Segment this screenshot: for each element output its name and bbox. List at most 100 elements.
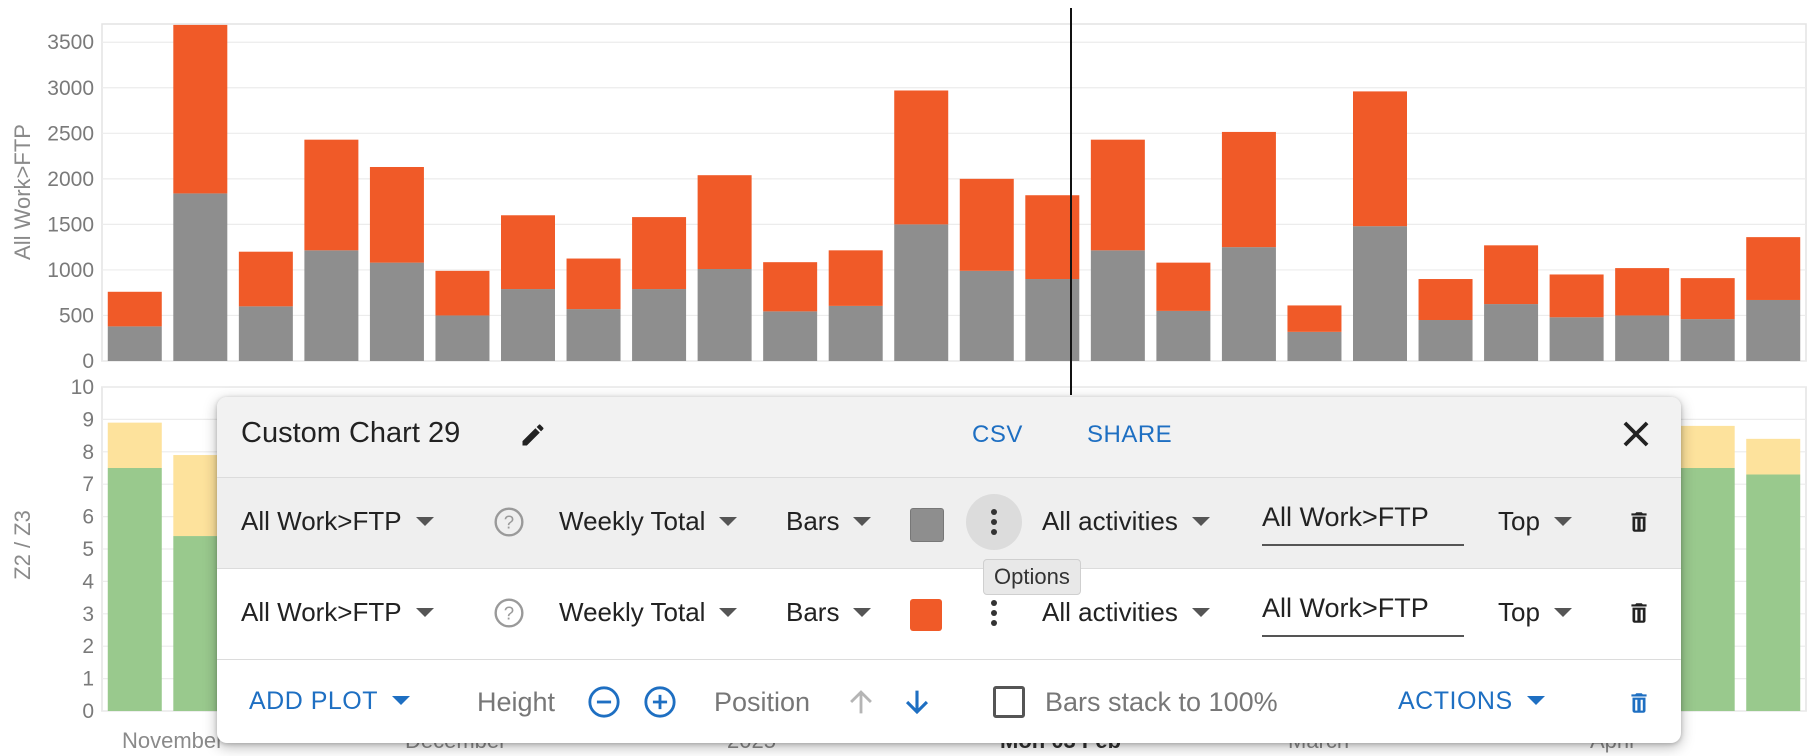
- trash-icon[interactable]: [1626, 508, 1652, 536]
- chevron-down-icon: [853, 607, 872, 617]
- help-icon[interactable]: ?: [493, 506, 525, 538]
- bar-segment-series-1[interactable]: [566, 309, 621, 361]
- bar-segment-series-1[interactable]: [369, 262, 424, 361]
- delete-chart-icon[interactable]: [1626, 689, 1652, 717]
- bar-segment-series-2[interactable]: [369, 166, 424, 263]
- bar-segment-series-2[interactable]: [435, 270, 490, 316]
- series-name-input[interactable]: All Work>FTP: [1262, 502, 1464, 546]
- bar-segment-series-2[interactable]: [828, 250, 883, 306]
- activity-filter-value: All activities: [1042, 506, 1178, 536]
- bar-segment-series-1[interactable]: [1090, 250, 1145, 361]
- stack-100-checkbox[interactable]: [993, 686, 1025, 718]
- chevron-down-icon: [719, 516, 738, 526]
- bar-segment-series-1[interactable]: [1418, 320, 1473, 361]
- bar-segment-series-2[interactable]: [763, 262, 818, 312]
- position-select[interactable]: Top: [1498, 506, 1572, 537]
- bar-segment-series-1[interactable]: [501, 289, 555, 361]
- bar-segment-series-2[interactable]: [1156, 262, 1211, 311]
- y-tick-label: 1000: [47, 259, 94, 282]
- bar-segment-series-2[interactable]: [1549, 274, 1604, 318]
- bar-segment-series-1[interactable]: [1484, 304, 1539, 361]
- bar-segment-series-1[interactable]: [697, 269, 752, 361]
- bar-segment-series-2[interactable]: [1418, 279, 1473, 321]
- bar-segment-series-2[interactable]: [894, 90, 949, 225]
- field-select[interactable]: All Work>FTP: [241, 506, 434, 537]
- arrow-down-icon[interactable]: [900, 685, 934, 719]
- color-swatch[interactable]: [910, 599, 942, 631]
- bar-segment-series-1[interactable]: [1615, 315, 1670, 361]
- bar-segment-series-2[interactable]: [1746, 438, 1801, 475]
- bar-segment-series-1[interactable]: [1549, 317, 1604, 361]
- bar-segment-series-2[interactable]: [107, 422, 162, 468]
- bar-segment-series-1[interactable]: [1221, 247, 1276, 361]
- plus-circle-icon[interactable]: [643, 685, 677, 719]
- bar-segment-series-2[interactable]: [1615, 268, 1670, 316]
- actions-button[interactable]: ACTIONS: [1398, 687, 1545, 716]
- minus-circle-icon[interactable]: [587, 685, 621, 719]
- share-button[interactable]: SHARE: [1087, 421, 1173, 448]
- bar-segment-series-2[interactable]: [566, 258, 621, 310]
- bar-segment-series-2[interactable]: [632, 217, 687, 290]
- bar-segment-series-1[interactable]: [107, 468, 162, 711]
- bar-segment-series-1[interactable]: [894, 224, 949, 361]
- bar-segment-series-1[interactable]: [1156, 310, 1211, 361]
- y-tick-label: 7: [82, 473, 94, 496]
- bar-segment-series-1[interactable]: [1680, 468, 1735, 711]
- bar-segment-series-2[interactable]: [1090, 139, 1145, 251]
- options-button[interactable]: [966, 585, 1022, 641]
- position-value: Top: [1498, 506, 1540, 536]
- bar-segment-series-1[interactable]: [1287, 331, 1342, 361]
- bar-segment-series-1[interactable]: [435, 315, 490, 361]
- top-chart-y-axis-title: All Work>FTP: [10, 124, 35, 260]
- plot-type-select[interactable]: Bars: [786, 506, 872, 537]
- options-button[interactable]: [966, 494, 1022, 550]
- bar-segment-series-2[interactable]: [238, 251, 293, 307]
- pencil-icon[interactable]: [519, 421, 547, 449]
- close-icon[interactable]: [1617, 415, 1655, 453]
- y-tick-label: 3: [82, 603, 94, 626]
- bar-segment-series-1[interactable]: [1746, 474, 1801, 711]
- bar-segment-series-1[interactable]: [107, 326, 162, 361]
- bar-segment-series-2[interactable]: [501, 215, 555, 290]
- bar-segment-series-1[interactable]: [1353, 226, 1407, 361]
- help-icon[interactable]: ?: [493, 597, 525, 629]
- bar-segment-series-2[interactable]: [1680, 278, 1735, 320]
- bar-segment-series-2[interactable]: [697, 175, 752, 270]
- bar-segment-series-2[interactable]: [959, 178, 1014, 271]
- bar-segment-series-1[interactable]: [304, 250, 359, 361]
- add-plot-button[interactable]: ADD PLOT: [249, 687, 411, 716]
- series-name-input[interactable]: All Work>FTP: [1262, 593, 1464, 637]
- bar-segment-series-2[interactable]: [173, 24, 228, 194]
- bar-segment-series-2[interactable]: [107, 291, 162, 327]
- trash-icon[interactable]: [1626, 599, 1652, 627]
- plot-type-select[interactable]: Bars: [786, 597, 872, 628]
- position-select[interactable]: Top: [1498, 597, 1572, 628]
- bar-segment-series-1[interactable]: [173, 193, 228, 361]
- bar-segment-series-1[interactable]: [959, 270, 1014, 361]
- bar-segment-series-1[interactable]: [1746, 299, 1801, 361]
- color-swatch[interactable]: [910, 508, 944, 542]
- field-select[interactable]: All Work>FTP: [241, 597, 434, 628]
- activity-filter-select[interactable]: All activities: [1042, 597, 1210, 628]
- bar-segment-series-2[interactable]: [1484, 245, 1539, 305]
- dialog-header: Custom Chart 29 CSV SHARE: [217, 397, 1681, 478]
- plot-type-value: Bars: [786, 506, 840, 536]
- chevron-down-icon: [415, 516, 434, 526]
- activity-filter-select[interactable]: All activities: [1042, 506, 1210, 537]
- bar-segment-series-1[interactable]: [763, 311, 818, 361]
- arrow-up-icon[interactable]: [844, 685, 878, 719]
- aggregate-select[interactable]: Weekly Total: [559, 597, 738, 628]
- bar-segment-series-1[interactable]: [1680, 319, 1735, 361]
- aggregate-select[interactable]: Weekly Total: [559, 506, 738, 537]
- bar-segment-series-1[interactable]: [632, 289, 687, 361]
- bar-segment-series-2[interactable]: [1287, 305, 1342, 332]
- field-select-value: All Work>FTP: [241, 506, 402, 536]
- bar-segment-series-2[interactable]: [1680, 425, 1735, 468]
- bar-segment-series-2[interactable]: [1353, 91, 1407, 227]
- csv-button[interactable]: CSV: [972, 421, 1023, 448]
- bar-segment-series-2[interactable]: [1746, 237, 1801, 300]
- bar-segment-series-1[interactable]: [828, 305, 883, 361]
- bar-segment-series-2[interactable]: [1221, 131, 1276, 248]
- bar-segment-series-2[interactable]: [304, 139, 359, 251]
- bar-segment-series-1[interactable]: [238, 306, 293, 361]
